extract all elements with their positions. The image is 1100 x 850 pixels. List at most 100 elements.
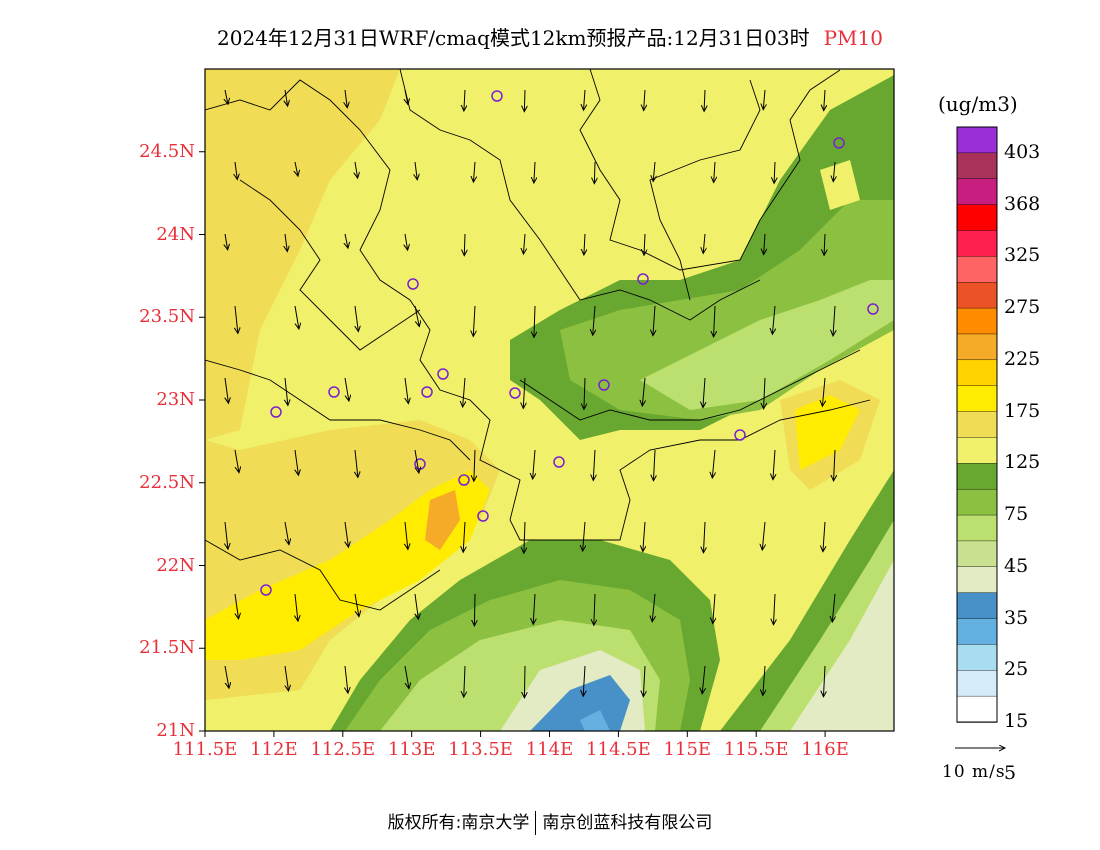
wind-vector: [704, 89, 705, 111]
site-marker: [553, 456, 565, 468]
wind-vector: [284, 521, 289, 545]
wind-vector: [464, 665, 465, 697]
wind-vector: [824, 89, 825, 111]
site-marker: [491, 90, 503, 102]
colorbar-segment: [956, 333, 998, 361]
colorbar-label: 403: [1004, 140, 1041, 163]
wind-vector: [644, 233, 645, 255]
lon-tick-label: 113.5E: [448, 739, 513, 760]
wind-vector: [225, 233, 228, 250]
wind-vector: [235, 305, 238, 333]
wind-vector: [534, 161, 535, 183]
wind-vector: [285, 89, 288, 106]
wind-vector: [464, 233, 465, 256]
colorbar-segment: [956, 359, 998, 387]
wind-vector: [345, 233, 348, 248]
colorbar: [956, 126, 998, 723]
wind-vector: [833, 161, 835, 182]
colorbar-frame: [956, 126, 998, 723]
wind-vector: [764, 377, 765, 409]
wind-vector: [714, 161, 715, 183]
footer-right: 南京创蓝科技有限公司: [542, 813, 713, 833]
wind-vector: [773, 593, 775, 625]
wind-vector: [463, 521, 465, 552]
colorbar-label: 45: [1004, 554, 1029, 577]
wind-vector: [294, 305, 299, 329]
colorbar-segment: [956, 670, 998, 697]
wind-vector: [225, 377, 228, 403]
wind-vector: [414, 449, 419, 473]
wind-vector: [234, 449, 239, 473]
wind-vector: [834, 449, 835, 481]
wind-vector: [653, 449, 655, 481]
lon-tick-label: 111.5E: [172, 739, 238, 760]
site-marker: [260, 584, 272, 596]
colorbar-segment: [956, 592, 998, 620]
colorbar-label: 5: [1004, 761, 1017, 784]
wind-vector: [473, 305, 475, 336]
wind-vector: [474, 449, 475, 481]
wind-vector: [583, 665, 585, 696]
colorbar-segment: [956, 437, 998, 465]
wind-vector: [593, 305, 595, 335]
site-marker: [734, 429, 746, 441]
wind-vector: [405, 233, 408, 250]
field-west-75: [205, 69, 400, 440]
colorbar-segment: [956, 644, 998, 671]
site-marker: [477, 510, 489, 522]
site-marker: [328, 386, 340, 398]
lat-tick-label: 21N: [156, 720, 195, 741]
wind-vector: [295, 161, 298, 176]
wind-vector: [463, 377, 465, 407]
lat-tick-label: 21.5N: [139, 637, 195, 659]
field-coast-125: [205, 470, 490, 660]
colorbar-label: 225: [1004, 347, 1041, 370]
colorbar-segment: [956, 514, 998, 542]
colorbar-segment: [956, 307, 998, 335]
wind-vector: [583, 521, 585, 551]
wind-vector: [355, 161, 358, 178]
field-sea-min: [580, 710, 610, 731]
field-inland-25: [640, 280, 894, 410]
wind-vector: [773, 449, 775, 480]
lon-tick-label: 113E: [387, 739, 436, 760]
wind-vector: [774, 161, 775, 183]
wind-vector: [344, 377, 349, 401]
wind-vector: [464, 89, 465, 111]
site-marker: [867, 303, 879, 315]
footer-left: 版权所有:南京大学: [387, 813, 530, 833]
site-marker: [407, 278, 419, 290]
wind-vector: [225, 89, 228, 104]
wind-vector: [593, 449, 595, 480]
lon-tick-label: 114E: [525, 739, 574, 760]
map-title: 2024年12月31日WRF/cmaq模式12km预报产品:12月31日03时 P…: [0, 22, 1100, 51]
site-marker: [270, 406, 282, 418]
colorbar-label: 175: [1004, 399, 1041, 422]
wind-vector: [405, 377, 408, 404]
wind-vector: [653, 161, 655, 181]
colorbar-segment: [956, 385, 998, 413]
wind-vector: [345, 89, 347, 108]
site-marker: [637, 273, 649, 285]
wind-vector: [642, 377, 645, 406]
lon-tick-label: 112.5E: [310, 739, 376, 760]
field-inland-hole: [820, 160, 860, 210]
wind-vector: [355, 305, 358, 332]
wind-vector: [762, 521, 765, 550]
wind-vector: [534, 305, 535, 337]
colorbar-label: 25: [1004, 658, 1029, 681]
colorbar-segment: [956, 540, 998, 568]
wind-vector: [533, 593, 535, 624]
colorbar-segment: [956, 488, 998, 516]
colorbar-unit: (ug/m3): [938, 92, 1018, 116]
lon-tick-label: 116E: [801, 739, 849, 760]
wind-vector: [763, 89, 765, 110]
lat-tick-label: 22N: [156, 554, 195, 576]
wind-vector: [523, 233, 525, 254]
colorbar-segment: [956, 282, 998, 309]
wind-vector: [702, 665, 705, 694]
wind-vector: [822, 377, 825, 406]
wind-vector: [713, 593, 715, 623]
wind-vector: [703, 521, 705, 553]
colorbar-segment: [956, 256, 998, 283]
